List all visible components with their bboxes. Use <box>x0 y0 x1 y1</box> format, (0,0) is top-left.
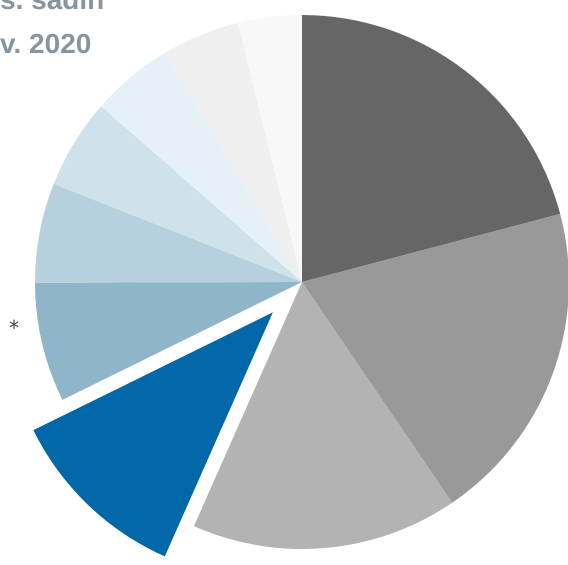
pie-slice-highlighted <box>33 312 273 557</box>
footnote-marker: * <box>9 316 19 340</box>
pie-slice-8 <box>101 53 302 283</box>
pie-slice-3 <box>193 282 453 549</box>
chart-title-line-2: v. 2020 <box>0 28 92 59</box>
pie-slice-6 <box>35 183 302 283</box>
pie-slice-2 <box>302 213 568 503</box>
pie-slice-10 <box>237 15 302 282</box>
pie-slice-9 <box>164 22 302 283</box>
pie-slice-1 <box>302 15 561 282</box>
pie-slice-5 <box>35 282 303 400</box>
chart-title-line-1: s. sadin <box>0 0 104 14</box>
pie-slice-7 <box>53 106 302 282</box>
